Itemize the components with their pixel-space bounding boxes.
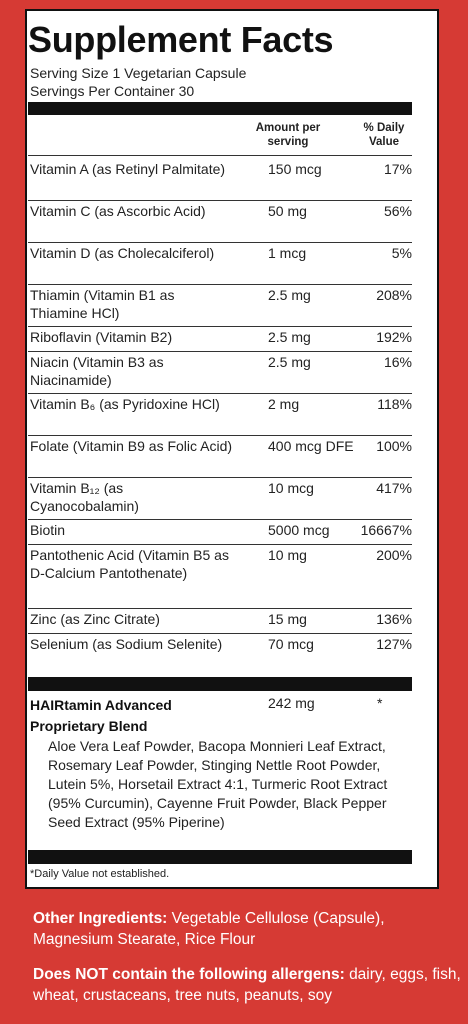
nutrient-amount: 400 mcg DFE: [268, 438, 354, 454]
nutrient-name: Selenium (as Sodium Selenite): [30, 636, 223, 652]
nutrient-daily-value: 5%: [391, 245, 412, 261]
nutrient-name: Niacin (Vitamin B3 as Niacinamide): [30, 354, 164, 388]
page-title: Supplement Facts: [28, 19, 334, 60]
row-divider: [28, 351, 412, 352]
nutrient-amount: 70 mcg: [268, 636, 314, 652]
other-ingredients: Other Ingredients: Vegetable Cellulose (…: [33, 908, 463, 950]
row-divider: [28, 477, 412, 478]
nutrient-name: Biotin: [30, 522, 66, 538]
allergens-label: Does NOT contain the following allergens…: [33, 966, 345, 983]
row-divider: [28, 544, 412, 545]
nutrient-name: Riboflavin (Vitamin B2): [30, 329, 173, 345]
row-divider: [28, 200, 412, 201]
nutrient-name: Vitamin A (as Retinyl Palmitate): [30, 161, 226, 177]
blend-amount: 242 mg: [268, 695, 315, 711]
thick-rule-top: [28, 102, 412, 115]
serving-size: Serving Size 1 Vegetarian Capsule: [30, 65, 247, 81]
nutrient-name: Thiamin (Vitamin B1 as Thiamine HCl): [30, 287, 175, 321]
header-daily-value: % Daily Value: [363, 122, 405, 148]
row-divider: [28, 326, 412, 327]
row-divider: [28, 284, 412, 285]
nutrient-daily-value: 56%: [383, 203, 412, 219]
thick-rule-middle: [28, 677, 412, 691]
nutrient-amount: 5000 mcg: [268, 522, 330, 538]
nutrient-daily-value: 192%: [376, 329, 412, 345]
nutrient-name: Pantothenic Acid (Vitamin B5 as D-Calciu…: [30, 547, 229, 581]
nutrient-daily-value: 16%: [383, 354, 412, 370]
nutrient-amount: 15 mg: [268, 611, 307, 627]
footnote: *Daily Value not established.: [30, 868, 170, 880]
header-rule: [28, 155, 412, 156]
nutrient-daily-value: 118%: [377, 396, 412, 412]
nutrient-amount: 50 mg: [268, 203, 307, 219]
nutrient-name: Vitamin B₆ (as Pyridoxine HCl): [30, 396, 220, 412]
nutrient-amount: 2.5 mg: [268, 329, 311, 345]
nutrient-name: Zinc (as Zinc Citrate): [30, 611, 160, 627]
allergen-statement: Does NOT contain the following allergens…: [33, 964, 463, 1006]
blend-daily-value: *: [377, 695, 383, 711]
nutrient-amount: 2 mg: [268, 396, 300, 412]
row-divider: [28, 633, 412, 634]
other-ingredients-text: Vegetable Cellulose (Capsule), Magnesium…: [33, 910, 385, 948]
row-divider: [28, 519, 412, 520]
nutrient-daily-value: 417%: [376, 480, 412, 496]
blend-name: HAIRtamin Advanced Proprietary Blend: [30, 697, 172, 734]
blend-ingredients: Aloe Vera Leaf Powder, Bacopa Monnieri L…: [48, 738, 388, 830]
nutrient-daily-value: 208%: [376, 287, 412, 303]
row-divider: [28, 393, 412, 394]
other-ingredients-label: Other Ingredients:: [33, 910, 168, 927]
row-divider: [28, 242, 412, 243]
nutrient-amount: 10 mcg: [268, 480, 314, 496]
nutrient-daily-value: 200%: [376, 547, 412, 563]
nutrient-name: Vitamin B₁₂ (as Cyanocobalamin): [30, 480, 139, 514]
nutrient-amount: 2.5 mg: [268, 287, 311, 303]
row-divider: [28, 435, 412, 436]
nutrient-daily-value: 17%: [383, 161, 412, 177]
header-amount: Amount per serving: [255, 122, 321, 148]
nutrient-name: Folate (Vitamin B9 as Folic Acid): [30, 438, 233, 454]
servings-per-container: Servings Per Container 30: [30, 83, 195, 99]
nutrient-daily-value: 127%: [376, 636, 412, 652]
nutrient-amount: 150 mcg: [268, 161, 322, 177]
nutrient-amount: 1 mcg: [268, 245, 307, 261]
allergens-text: dairy, eggs, fish, wheat, crustaceans, t…: [33, 966, 461, 1004]
nutrient-daily-value: 16667%: [360, 522, 412, 538]
nutrient-name: Vitamin C (as Ascorbic Acid): [30, 203, 206, 219]
row-divider: [28, 608, 412, 609]
nutrient-amount: 2.5 mg: [268, 354, 311, 370]
thick-rule-bottom: [28, 850, 412, 864]
nutrient-name: Vitamin D (as Cholecalciferol): [30, 245, 215, 261]
nutrient-daily-value: 100%: [376, 438, 412, 454]
nutrient-amount: 10 mg: [268, 547, 307, 563]
nutrient-daily-value: 136%: [376, 611, 412, 627]
